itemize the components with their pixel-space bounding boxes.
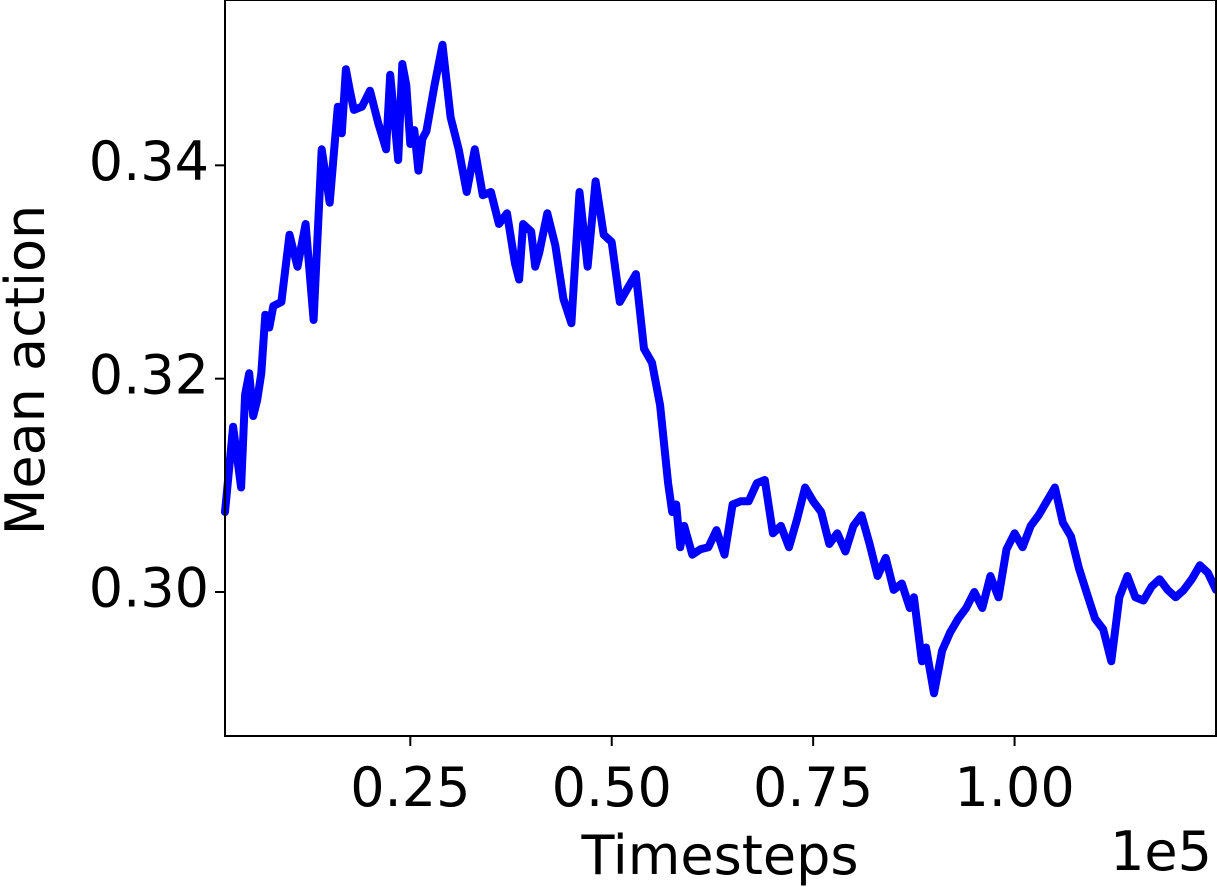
y-tick-labels: 0.30 0.32 0.34 [89,130,209,620]
y-tick-label: 0.32 [89,343,209,406]
x-tick-label: 0.25 [350,756,470,819]
y-tick-label: 0.34 [89,130,209,193]
x-tick-label: 1.00 [954,756,1074,819]
series-group [221,40,1217,698]
x-axis-label: Timesteps [580,824,858,887]
x-axis-offset-label: 1e5 [1110,820,1212,883]
plot-frame [224,0,1217,737]
x-tick-label: 0.50 [552,756,672,819]
y-tick-label: 0.30 [89,557,209,620]
y-axis-label: Mean action [0,205,57,536]
x-tick-labels: 0.25 0.50 0.75 1.00 [350,756,1075,819]
x-tick-label: 0.75 [753,756,873,819]
series-line [221,40,1217,698]
tick-marks [215,164,1016,746]
